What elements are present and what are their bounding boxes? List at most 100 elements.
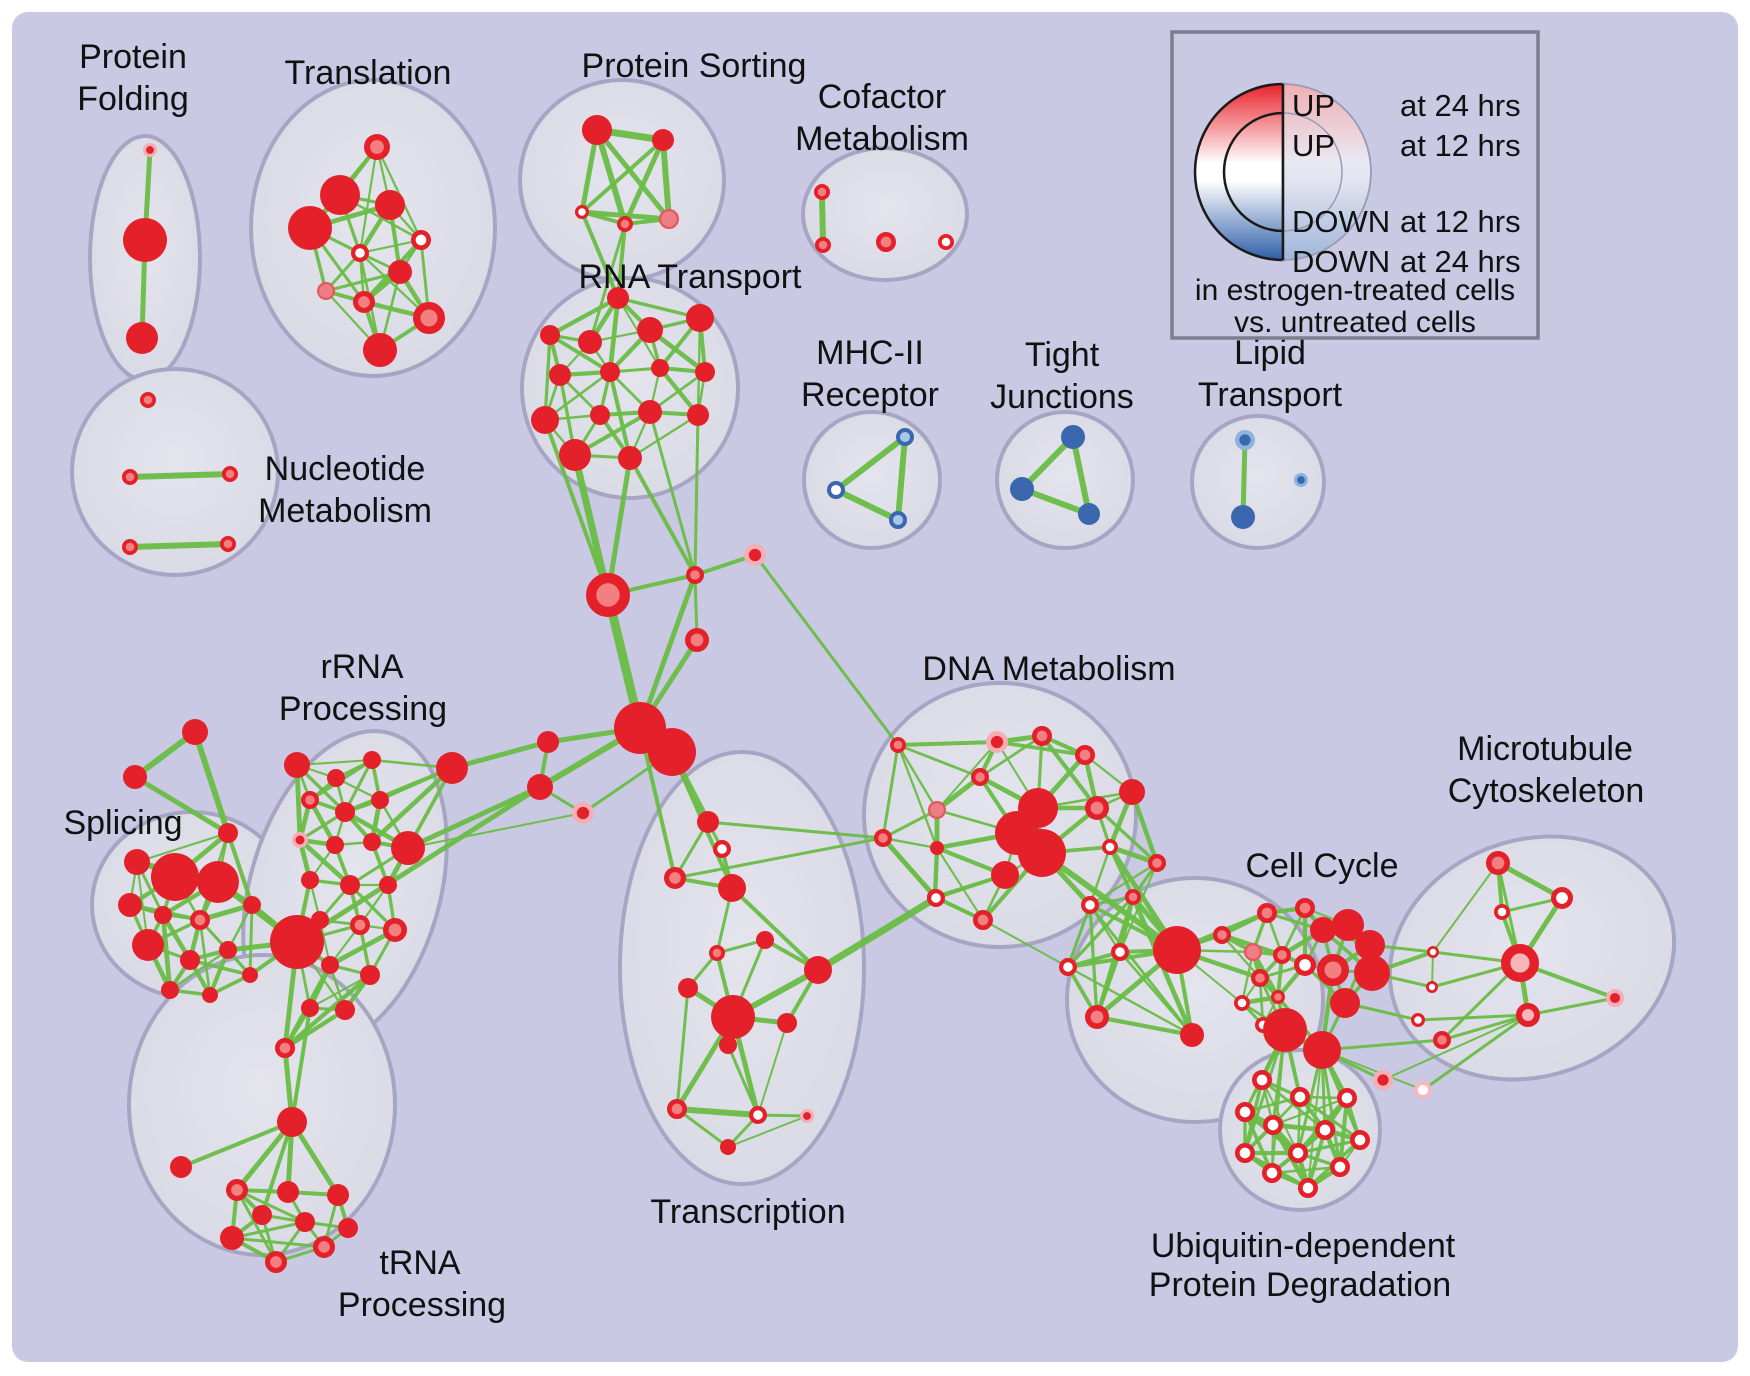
network-node-r (123, 765, 147, 789)
cluster-label-trna-processing-0: tRNA (379, 1244, 461, 1282)
legend-time-up24: at 24 hrs (1400, 88, 1521, 123)
network-edge (814, 894, 940, 974)
network-edge (294, 784, 543, 945)
network-edge (132, 774, 231, 836)
cluster-label-lipid-transport-1: Transport (1198, 376, 1343, 414)
network-node-r (1180, 1023, 1204, 1047)
network-node-r (242, 967, 258, 983)
network-edge (225, 830, 255, 908)
network-node-r (1310, 917, 1336, 943)
network-node-rp (973, 910, 994, 931)
network-edge (1094, 1014, 1195, 1038)
network-node-r (360, 965, 380, 985)
network-edge (449, 739, 551, 771)
network-edge (571, 451, 612, 599)
network-edge (628, 413, 700, 460)
network-node-r (686, 304, 714, 332)
network-node-rw (1493, 903, 1510, 920)
network-edge (673, 836, 885, 880)
network-node-rw (1350, 1130, 1371, 1151)
network-node-rw (1101, 838, 1118, 855)
network-edge (605, 455, 633, 598)
network-edge (833, 487, 901, 523)
network-node-rp (971, 768, 990, 787)
cluster-label-ubiquitin-0: Ubiquitin-dependent (1151, 1227, 1456, 1265)
network-node-rp (1273, 946, 1292, 965)
network-node-r (182, 719, 208, 745)
network-node-r (1153, 926, 1201, 974)
network-node-bw (826, 481, 845, 500)
network-node-r (648, 728, 696, 776)
network-edge (1039, 850, 1180, 953)
network-node-rw (1235, 1143, 1256, 1164)
network-node-rp (301, 791, 320, 810)
network-node-rw (1262, 1163, 1283, 1184)
network-edge (1070, 434, 1092, 517)
network-edge (358, 238, 423, 255)
network-node-r (311, 911, 329, 929)
legend-inner-ring-right-icon (1282, 112, 1343, 232)
cluster-label-mhc-ii-receptor-1: Receptor (801, 376, 939, 414)
legend-time-up12: at 12 hrs (1400, 128, 1521, 163)
network-node-rp (364, 134, 391, 161)
network-node-p (317, 282, 336, 301)
network-edge (1382, 1014, 1529, 1081)
network-edge (168, 948, 230, 992)
network-node-r (301, 999, 319, 1017)
network-edge (135, 831, 230, 864)
network-node-r (527, 774, 553, 800)
network-node-r (697, 811, 719, 833)
network-node-rw (351, 243, 370, 262)
network-node-r (295, 1212, 315, 1232)
network-edge (1320, 1048, 1342, 1169)
network-edge (1495, 860, 1565, 901)
network-edge (188, 958, 252, 977)
network-node-pp (1501, 944, 1540, 983)
network-edge (580, 210, 620, 300)
cluster-label-mhc-ii-receptor-0: MHC-II (816, 334, 924, 372)
network-node-r (321, 956, 339, 974)
network-node-rp (219, 535, 236, 552)
legend-circle-right-icon (1282, 83, 1372, 261)
network-edge (1066, 903, 1092, 969)
cluster-label-cofactor-metabolism-1: Metabolism (795, 120, 969, 158)
network-node-r (1119, 779, 1145, 805)
network-node-r (375, 190, 405, 220)
network-node-rp (1085, 1004, 1110, 1029)
cluster-label-cofactor-metabolism-0: Cofactor (818, 78, 947, 116)
network-node-r (277, 1181, 299, 1203)
network-node-pp (1515, 1002, 1540, 1027)
network-node-rw (1315, 1120, 1336, 1141)
legend-time-down24: at 24 hrs (1400, 244, 1521, 279)
network-edge (1307, 1049, 1323, 1189)
cluster-label-microtubule-1: Cytoskeleton (1448, 772, 1645, 810)
network-edge (127, 471, 233, 480)
network-edge (936, 741, 998, 811)
network-edge (290, 1006, 312, 1124)
network-node-rp (667, 1099, 688, 1120)
network-node-rp (684, 627, 709, 652)
network-node-r (220, 1226, 244, 1250)
network-edge (935, 846, 985, 922)
network-node-rp (382, 917, 407, 942)
network-node-rp (1032, 726, 1053, 747)
network-edge (881, 836, 939, 850)
network-edge (1432, 862, 1499, 953)
network-node-rw (1410, 1012, 1425, 1027)
network-node-r (363, 333, 397, 367)
network-node-rw (1294, 953, 1317, 976)
network-node-r (607, 287, 629, 309)
network-edge (127, 541, 231, 550)
legend-dir-down12: DOWN (1292, 204, 1390, 239)
network-node-rp (1316, 953, 1349, 986)
network-edge (1243, 1110, 1274, 1175)
network-edge (648, 410, 697, 577)
network-node-bd (1294, 473, 1309, 488)
network-node-rw (1288, 1143, 1309, 1164)
network-node-pr (1372, 1069, 1393, 1090)
network-edge (706, 820, 885, 840)
network-node-r (1263, 1008, 1307, 1052)
network-node-r (118, 893, 142, 917)
network-node-rp (1486, 850, 1511, 875)
network-edge (1270, 1165, 1342, 1175)
